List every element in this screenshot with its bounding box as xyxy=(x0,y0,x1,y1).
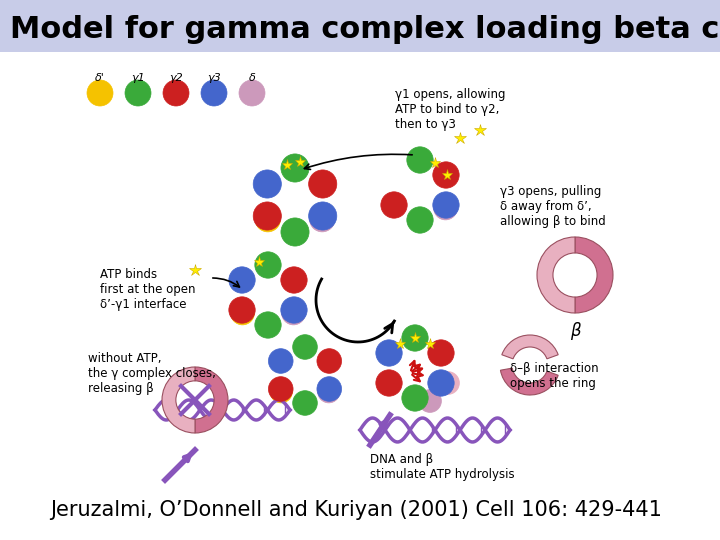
Circle shape xyxy=(269,349,293,373)
Circle shape xyxy=(281,218,309,246)
Circle shape xyxy=(239,80,265,106)
Circle shape xyxy=(309,170,337,198)
Circle shape xyxy=(292,335,318,359)
Text: Jeruzalmi, O’Donnell and Kuriyan (2001) Cell 106: 429-441: Jeruzalmi, O’Donnell and Kuriyan (2001) … xyxy=(50,500,662,520)
Circle shape xyxy=(318,381,340,403)
Text: DNA and β
stimulate ATP hydrolysis: DNA and β stimulate ATP hydrolysis xyxy=(370,453,515,481)
Circle shape xyxy=(255,312,282,338)
Circle shape xyxy=(436,372,459,394)
Wedge shape xyxy=(500,368,558,395)
Circle shape xyxy=(229,267,255,293)
Text: γ3 opens, pulling
δ away from δ’,
allowing β to bind: γ3 opens, pulling δ away from δ’, allowi… xyxy=(500,185,606,228)
Circle shape xyxy=(428,340,454,366)
Text: Model for gamma complex loading beta clamp: Model for gamma complex loading beta cla… xyxy=(10,16,720,44)
Circle shape xyxy=(376,340,402,366)
Circle shape xyxy=(433,192,459,218)
Circle shape xyxy=(201,80,227,106)
Circle shape xyxy=(125,80,151,106)
Circle shape xyxy=(253,202,282,230)
Wedge shape xyxy=(575,237,613,313)
FancyBboxPatch shape xyxy=(0,0,720,52)
Circle shape xyxy=(253,170,282,198)
Text: β: β xyxy=(570,322,580,340)
Wedge shape xyxy=(162,367,195,433)
Circle shape xyxy=(428,370,454,396)
Text: γ1: γ1 xyxy=(131,73,145,83)
Text: without ATP,
the γ complex closes,
releasing β: without ATP, the γ complex closes, relea… xyxy=(88,352,216,395)
Text: γ2: γ2 xyxy=(169,73,183,83)
Text: ATP binds
first at the open
δ’-γ1 interface: ATP binds first at the open δ’-γ1 interf… xyxy=(100,268,196,311)
Text: δ: δ xyxy=(248,73,256,83)
Text: δ': δ' xyxy=(95,73,105,83)
Circle shape xyxy=(433,196,457,220)
Circle shape xyxy=(281,297,307,323)
Circle shape xyxy=(282,301,305,325)
Circle shape xyxy=(87,80,113,106)
Circle shape xyxy=(270,381,292,403)
Text: δ–β interaction
opens the ring: δ–β interaction opens the ring xyxy=(510,362,598,390)
Text: γ3: γ3 xyxy=(207,73,221,83)
Circle shape xyxy=(381,192,408,218)
Wedge shape xyxy=(537,237,575,313)
Circle shape xyxy=(255,252,282,278)
Circle shape xyxy=(317,377,341,401)
Circle shape xyxy=(269,377,293,401)
Circle shape xyxy=(433,162,459,188)
Text: γ1 opens, allowing
ATP to bind to γ2,
then to γ3: γ1 opens, allowing ATP to bind to γ2, th… xyxy=(395,88,505,131)
Circle shape xyxy=(255,206,281,232)
Circle shape xyxy=(229,297,255,323)
Circle shape xyxy=(281,267,307,293)
Circle shape xyxy=(281,154,309,182)
Circle shape xyxy=(317,349,341,373)
Wedge shape xyxy=(195,367,228,433)
Circle shape xyxy=(402,325,428,351)
Wedge shape xyxy=(502,335,558,359)
Circle shape xyxy=(407,207,433,233)
Circle shape xyxy=(376,370,402,396)
Circle shape xyxy=(163,80,189,106)
Circle shape xyxy=(402,385,428,411)
Circle shape xyxy=(407,147,433,173)
Circle shape xyxy=(310,206,335,232)
Circle shape xyxy=(292,390,318,415)
Circle shape xyxy=(418,389,441,413)
Circle shape xyxy=(230,301,254,325)
Circle shape xyxy=(309,202,337,230)
